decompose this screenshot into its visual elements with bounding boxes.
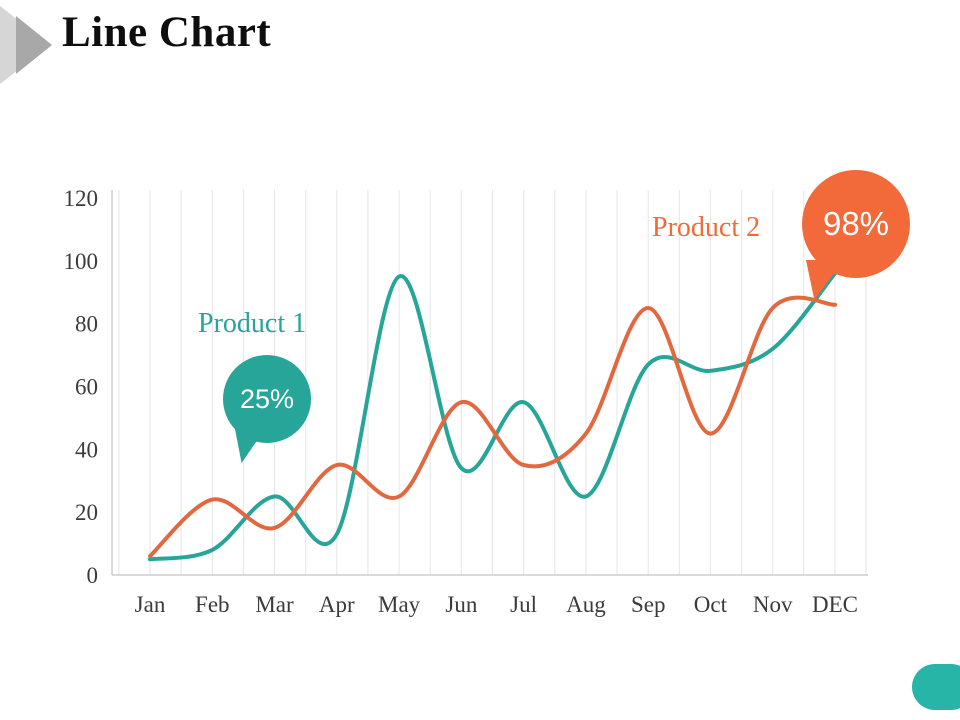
y-tick-label: 60	[75, 375, 98, 400]
series-line-2	[148, 295, 837, 559]
callout-bubble-product2: 98%	[802, 170, 910, 300]
callout-bubble-product1: 25%	[223, 355, 311, 463]
callout-circle-product1: 25%	[223, 355, 311, 443]
callout-value-product2: 98%	[822, 205, 890, 242]
series-label-product1: Product 1	[198, 308, 307, 339]
y-tick-label: 100	[64, 249, 99, 274]
corner-decoration	[912, 664, 960, 710]
x-tick-label: Nov	[753, 592, 793, 617]
series-line-1	[148, 271, 837, 562]
page-title: Line Chart	[62, 9, 272, 56]
arrow-dark-triangle	[16, 16, 52, 74]
y-tick-label: 80	[75, 312, 98, 337]
header-arrow-icon	[0, 6, 52, 84]
x-tick-label: Aug	[566, 592, 606, 617]
x-tick-label: DEC	[812, 592, 858, 617]
x-tick-label: Jul	[510, 592, 537, 617]
x-tick-label: Apr	[319, 592, 355, 617]
y-tick-label: 120	[64, 186, 99, 211]
callout-value-product1: 25%	[239, 383, 295, 414]
series-label-product2: Product 2	[652, 212, 761, 243]
x-tick-label: Mar	[255, 592, 294, 617]
x-tick-label: Jan	[135, 592, 166, 617]
y-tick-label: 20	[75, 500, 98, 525]
x-tick-label: Oct	[694, 592, 728, 617]
x-tick-label: Feb	[195, 592, 230, 617]
x-tick-label: Sep	[631, 592, 666, 617]
y-tick-label: 40	[75, 437, 98, 462]
callout-circle-product2: 98%	[802, 170, 910, 278]
x-tick-label: May	[378, 592, 421, 617]
y-tick-label: 0	[87, 563, 99, 588]
x-tick-label: Jun	[445, 592, 477, 617]
